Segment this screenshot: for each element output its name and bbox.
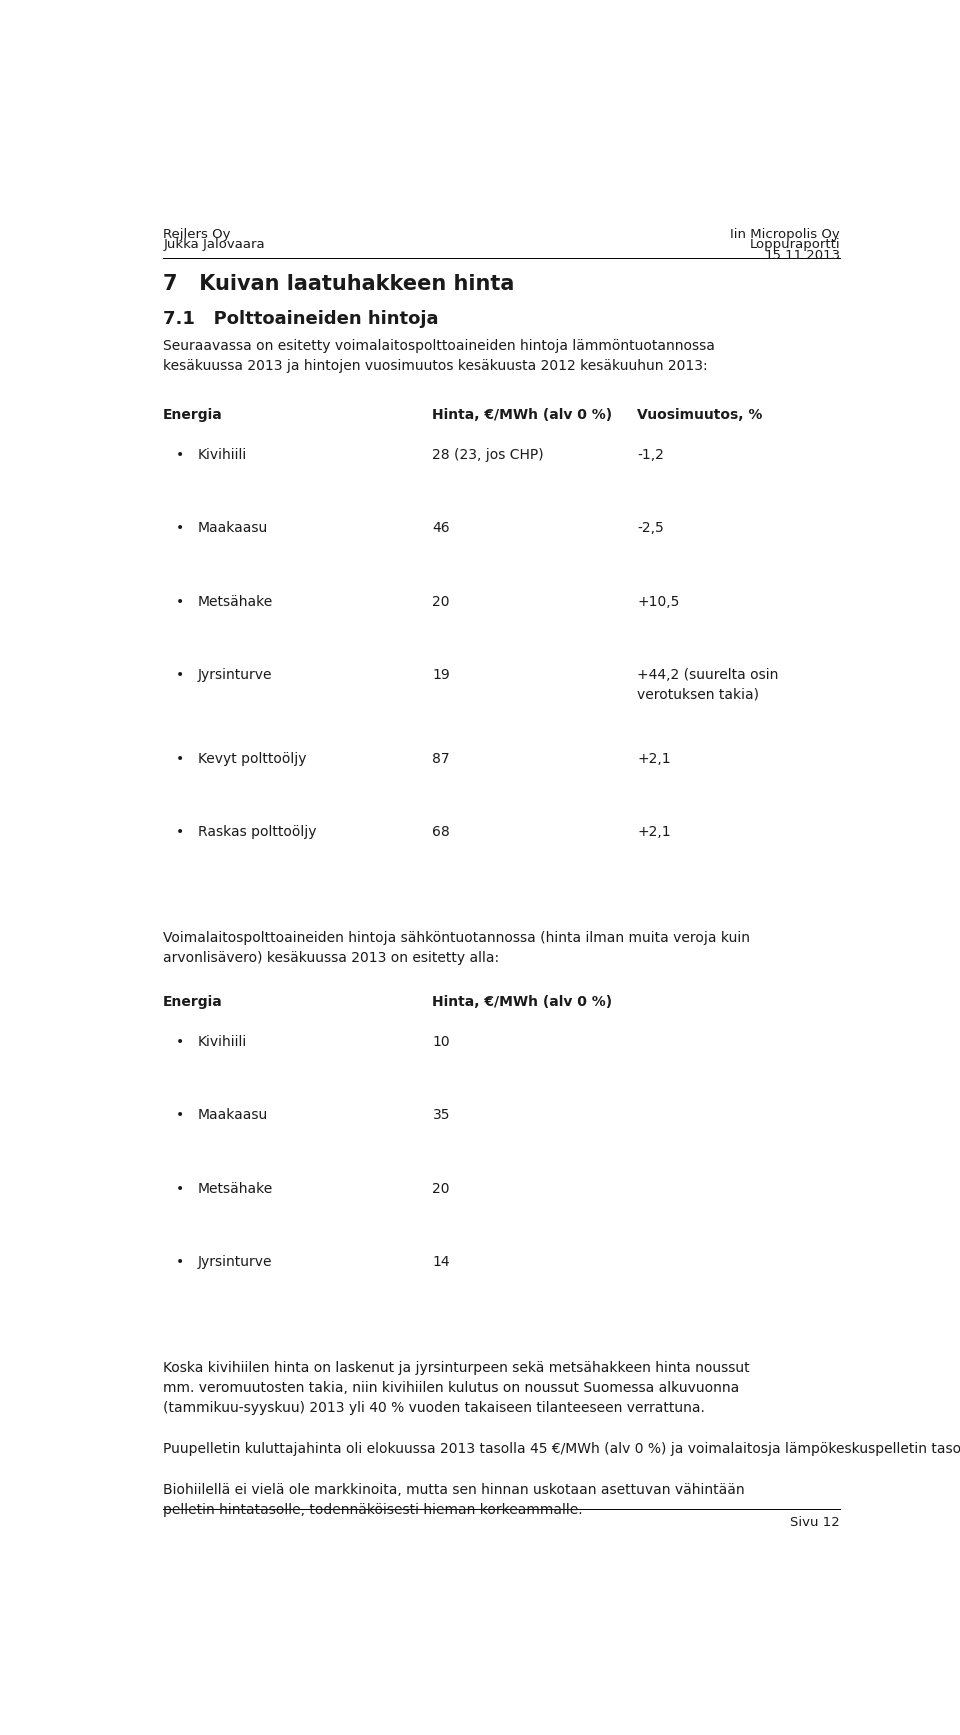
Text: 7.1   Polttoaineiden hintoja: 7.1 Polttoaineiden hintoja — [163, 311, 439, 328]
Text: Jyrsinturve: Jyrsinturve — [198, 668, 273, 682]
Text: Loppuraportti: Loppuraportti — [750, 238, 840, 252]
Text: Energia: Energia — [163, 996, 223, 1010]
Text: 46: 46 — [432, 520, 450, 536]
Text: •: • — [176, 668, 184, 682]
Text: 10: 10 — [432, 1036, 450, 1050]
Text: Koska kivihiilen hinta on laskenut ja jyrsinturpeen sekä metsähakkeen hinta nous: Koska kivihiilen hinta on laskenut ja jy… — [163, 1362, 750, 1376]
Text: •: • — [176, 1182, 184, 1195]
Text: 35: 35 — [432, 1109, 450, 1123]
Text: Iin Micropolis Oy: Iin Micropolis Oy — [731, 227, 840, 241]
Text: Jyrsinturve: Jyrsinturve — [198, 1254, 273, 1268]
Text: 7   Kuivan laatuhakkeen hinta: 7 Kuivan laatuhakkeen hinta — [163, 274, 515, 293]
Text: •: • — [176, 1109, 184, 1123]
Text: +2,1: +2,1 — [637, 751, 671, 765]
Text: Hinta, €/MWh (alv 0 %): Hinta, €/MWh (alv 0 %) — [432, 996, 612, 1010]
Text: •: • — [176, 595, 184, 609]
Text: •: • — [176, 824, 184, 840]
Text: •: • — [176, 520, 184, 536]
Text: Seuraavassa on esitetty voimalaitospolttoaineiden hintoja lämmöntuotannossa: Seuraavassa on esitetty voimalaitospoltt… — [163, 338, 715, 354]
Text: 20: 20 — [432, 1182, 450, 1195]
Text: -1,2: -1,2 — [637, 448, 664, 462]
Text: •: • — [176, 1036, 184, 1050]
Text: 87: 87 — [432, 751, 450, 765]
Text: Rejlers Oy: Rejlers Oy — [163, 227, 230, 241]
Text: 14: 14 — [432, 1254, 450, 1268]
Text: Maakaasu: Maakaasu — [198, 1109, 269, 1123]
Text: Maakaasu: Maakaasu — [198, 520, 269, 536]
Text: Voimalaitospolttoaineiden hintoja sähköntuotannossa (hinta ilman muita veroja ku: Voimalaitospolttoaineiden hintoja sähkön… — [163, 932, 750, 946]
Text: 68: 68 — [432, 824, 450, 840]
Text: Hinta, €/MWh (alv 0 %): Hinta, €/MWh (alv 0 %) — [432, 408, 612, 422]
Text: Metsähake: Metsähake — [198, 595, 274, 609]
Text: Kevyt polttoöljy: Kevyt polttoöljy — [198, 751, 306, 765]
Text: verotuksen takia): verotuksen takia) — [637, 687, 759, 701]
Text: Vuosimuutos, %: Vuosimuutos, % — [637, 408, 762, 422]
Text: •: • — [176, 751, 184, 765]
Text: •: • — [176, 1254, 184, 1268]
Text: (tammikuu-syyskuu) 2013 yli 40 % vuoden takaiseen tilanteeseen verrattuna.: (tammikuu-syyskuu) 2013 yli 40 % vuoden … — [163, 1400, 705, 1416]
Text: Energia: Energia — [163, 408, 223, 422]
Text: +44,2 (suurelta osin: +44,2 (suurelta osin — [637, 668, 779, 682]
Text: arvonlisävero) kesäkuussa 2013 on esitetty alla:: arvonlisävero) kesäkuussa 2013 on esitet… — [163, 951, 499, 965]
Text: •: • — [176, 448, 184, 462]
Text: kesäkuussa 2013 ja hintojen vuosimuutos kesäkuusta 2012 kesäkuuhun 2013:: kesäkuussa 2013 ja hintojen vuosimuutos … — [163, 359, 708, 373]
Text: 20: 20 — [432, 595, 450, 609]
Text: Kivihiili: Kivihiili — [198, 448, 248, 462]
Text: Jukka Jalovaara: Jukka Jalovaara — [163, 238, 265, 252]
Text: -2,5: -2,5 — [637, 520, 663, 536]
Text: Raskas polttoöljy: Raskas polttoöljy — [198, 824, 317, 840]
Text: 28 (23, jos CHP): 28 (23, jos CHP) — [432, 448, 544, 462]
Text: pelletin hintatasolle, todennäköisesti hieman korkeammalle.: pelletin hintatasolle, todennäköisesti h… — [163, 1503, 583, 1516]
Text: 15.11.2013: 15.11.2013 — [764, 248, 840, 262]
Text: Biohiilellä ei vielä ole markkinoita, mutta sen hinnan uskotaan asettuvan vähint: Biohiilellä ei vielä ole markkinoita, mu… — [163, 1483, 745, 1497]
Text: mm. veromuutosten takia, niin kivihiilen kulutus on noussut Suomessa alkuvuonna: mm. veromuutosten takia, niin kivihiilen… — [163, 1381, 739, 1395]
Text: +2,1: +2,1 — [637, 824, 671, 840]
Text: Sivu 12: Sivu 12 — [790, 1516, 840, 1529]
Text: +10,5: +10,5 — [637, 595, 680, 609]
Text: 19: 19 — [432, 668, 450, 682]
Text: Kivihiili: Kivihiili — [198, 1036, 248, 1050]
Text: Metsähake: Metsähake — [198, 1182, 274, 1195]
Text: Puupelletin kuluttajahinta oli elokuussa 2013 tasolla 45 €/MWh (alv 0 %) ja voim: Puupelletin kuluttajahinta oli elokuussa… — [163, 1442, 960, 1456]
